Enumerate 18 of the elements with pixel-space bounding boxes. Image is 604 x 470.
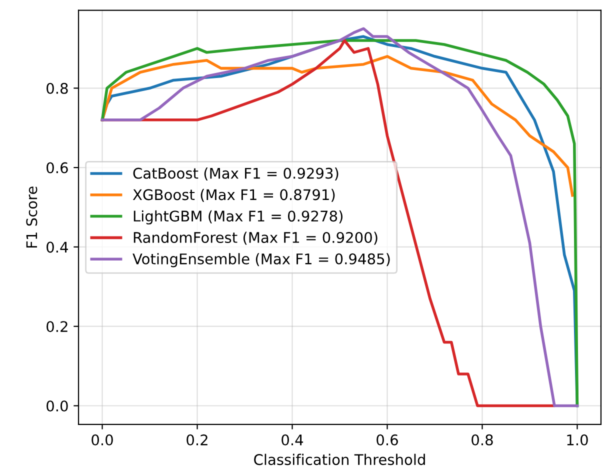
- legend-label: XGBoost (Max F1 = 0.8791): [132, 188, 335, 202]
- x-tick-label: 0.4: [282, 434, 304, 446]
- y-tick-label: 0.8: [46, 82, 68, 94]
- legend-label: RandomForest (Max F1 = 0.9200): [134, 232, 378, 245]
- legend-label: VotingEnsemble (Max F1 = 0.9485): [132, 253, 390, 268]
- x-tick-label: 0.8: [472, 434, 493, 446]
- y-tick-label: 0.0: [46, 400, 68, 412]
- legend-label: LightGBM (Max F1 = 0.9278): [134, 210, 342, 224]
- y-tick-label: 0.4: [46, 242, 68, 253]
- x-tick-label: 0.2: [186, 434, 208, 446]
- x-tick-label: 0.0: [92, 434, 113, 446]
- x-axis-title: Classification Threshold: [254, 454, 425, 466]
- y-tick-label: 0.6: [46, 162, 68, 174]
- legend-label: CatBoost (Max F1 = 0.9293): [133, 168, 338, 181]
- y-axis-title: F1 Score: [26, 186, 38, 248]
- x-tick-label: 1.0: [567, 434, 588, 446]
- y-tick-label: 0.2: [46, 321, 68, 332]
- x-tick-label: 0.6: [376, 434, 398, 446]
